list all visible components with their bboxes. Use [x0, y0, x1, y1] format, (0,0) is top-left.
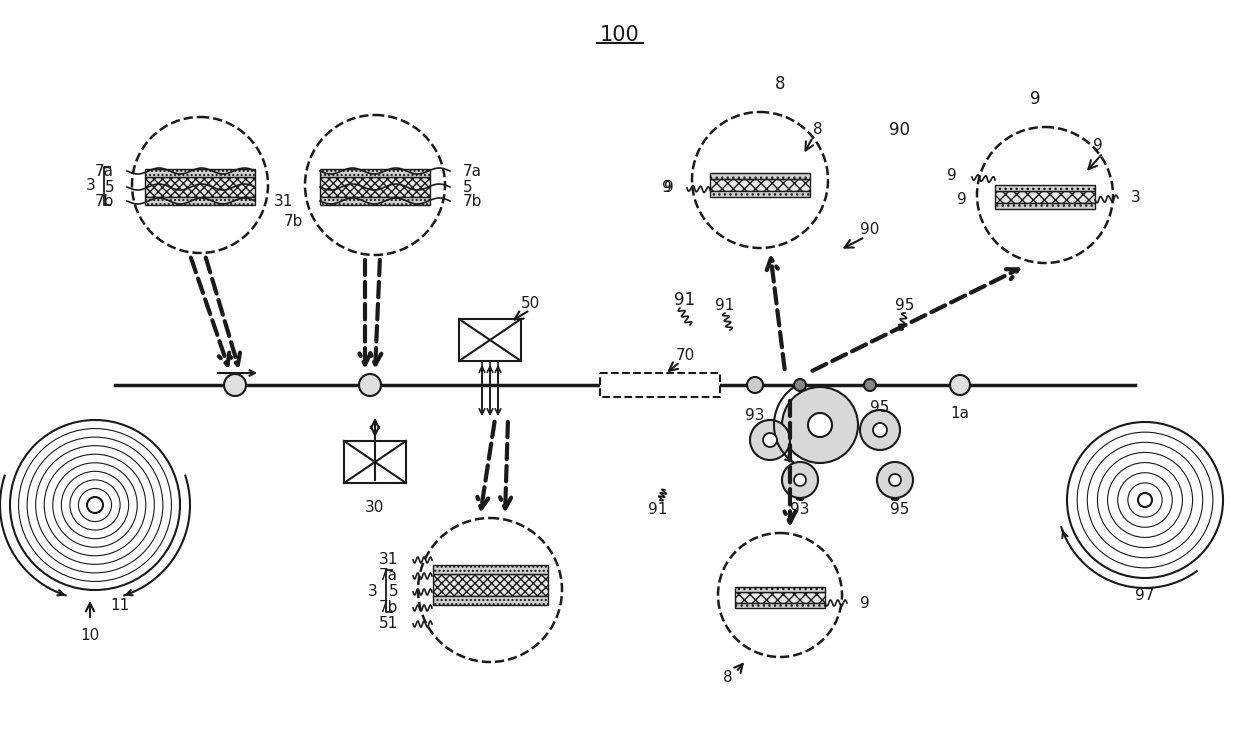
Bar: [735, 587, 825, 591]
Bar: [711, 173, 810, 179]
Circle shape: [224, 374, 246, 396]
Text: 9: 9: [947, 168, 957, 182]
Text: 7a: 7a: [463, 163, 482, 178]
Bar: [145, 177, 255, 197]
Circle shape: [808, 413, 832, 437]
Text: 31: 31: [274, 194, 293, 209]
Text: 93: 93: [790, 503, 810, 518]
Text: 97: 97: [1136, 587, 1154, 603]
Circle shape: [763, 433, 777, 447]
Text: 7b: 7b: [463, 194, 482, 209]
Circle shape: [1138, 493, 1152, 507]
Text: 7b: 7b: [378, 600, 398, 615]
Text: 7a: 7a: [379, 569, 398, 584]
Bar: [320, 177, 430, 197]
Text: 9: 9: [665, 181, 675, 196]
Bar: [600, 373, 720, 397]
Text: 5: 5: [463, 179, 472, 194]
Bar: [343, 441, 405, 483]
Text: 7b: 7b: [94, 194, 114, 209]
Circle shape: [794, 474, 806, 486]
Text: 8: 8: [775, 75, 785, 93]
Text: 9: 9: [1029, 90, 1040, 108]
Text: 90: 90: [861, 222, 879, 237]
Circle shape: [889, 474, 901, 486]
Bar: [433, 574, 548, 596]
Text: 5: 5: [388, 584, 398, 600]
Text: 10: 10: [81, 627, 99, 643]
Bar: [459, 319, 521, 361]
Bar: [994, 185, 1095, 191]
Circle shape: [782, 387, 858, 463]
Text: 5: 5: [104, 179, 114, 194]
Text: 31: 31: [378, 553, 398, 568]
Bar: [994, 203, 1095, 209]
Text: 50: 50: [521, 296, 539, 311]
Bar: [433, 596, 548, 605]
Text: 8: 8: [723, 670, 733, 684]
Text: 9: 9: [957, 193, 967, 207]
Bar: [320, 169, 430, 177]
Text: 11: 11: [110, 597, 130, 612]
Bar: [145, 169, 255, 177]
Bar: [994, 191, 1095, 203]
Circle shape: [794, 379, 806, 391]
Text: 9: 9: [1094, 138, 1102, 153]
Text: 91: 91: [715, 298, 734, 312]
Text: 91: 91: [649, 503, 667, 518]
Text: 100: 100: [600, 25, 640, 45]
Bar: [320, 197, 430, 205]
Circle shape: [873, 423, 887, 437]
Text: 95: 95: [890, 503, 910, 518]
Bar: [735, 603, 825, 608]
Circle shape: [950, 375, 970, 395]
Text: 3: 3: [368, 584, 378, 599]
Bar: [711, 179, 810, 191]
Circle shape: [864, 379, 875, 391]
Circle shape: [877, 462, 913, 498]
Circle shape: [87, 497, 103, 513]
Text: 93: 93: [745, 407, 765, 423]
Text: 95: 95: [870, 401, 889, 416]
Circle shape: [360, 374, 381, 396]
Text: 90: 90: [889, 121, 910, 139]
Text: 8: 8: [813, 122, 823, 138]
Text: 3: 3: [87, 178, 95, 194]
Bar: [433, 565, 548, 574]
Text: 9: 9: [662, 181, 672, 196]
Text: 51: 51: [378, 616, 398, 631]
Circle shape: [782, 462, 818, 498]
Text: 7a: 7a: [95, 163, 114, 178]
Circle shape: [861, 410, 900, 450]
Circle shape: [746, 377, 763, 393]
Text: 30: 30: [366, 500, 384, 516]
Text: 70: 70: [676, 348, 694, 362]
Text: 91: 91: [675, 291, 696, 309]
Text: 3: 3: [1131, 191, 1141, 206]
Bar: [145, 197, 255, 205]
Bar: [735, 591, 825, 603]
Circle shape: [750, 420, 790, 460]
Text: 95: 95: [895, 298, 915, 312]
Text: 7b: 7b: [284, 213, 303, 228]
Text: 9: 9: [861, 596, 869, 611]
Text: 1a: 1a: [951, 405, 970, 420]
Bar: [711, 191, 810, 197]
